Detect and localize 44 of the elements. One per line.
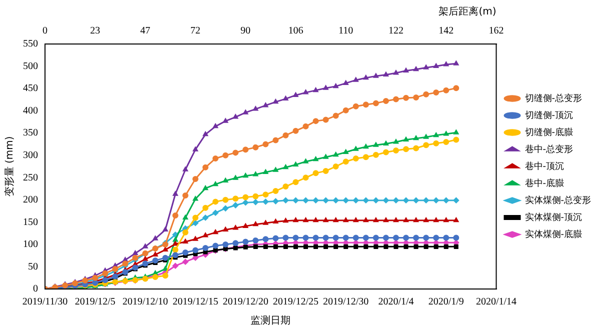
x2-tick-label: 142 [438, 26, 454, 37]
x2-tick-label: 23 [90, 26, 100, 37]
x2-axis-title: 架后距离(m) [438, 6, 496, 18]
y-tick-label: 50 [28, 261, 38, 272]
y-tick-label: 550 [23, 38, 38, 50]
legend-label: 实体煤侧-底臌 [524, 228, 582, 240]
legend-label: 巷中-底臌 [524, 178, 564, 189]
y-tick-label: 0 [33, 284, 38, 295]
y-tick-label: 350 [23, 128, 38, 139]
x-tick-label: 2020/1/14 [476, 296, 517, 308]
legend-label: 巷中-总变形 [524, 144, 573, 155]
y-tick-label: 300 [23, 150, 38, 161]
y-tick-label: 250 [23, 172, 38, 184]
x2-tick-label: 106 [288, 26, 304, 37]
legend-label: 切缝侧-总变形 [524, 92, 582, 104]
y-tick-label: 200 [23, 194, 38, 206]
x-tick-label: 2019/12/10 [122, 296, 168, 308]
x-tick-label: 2019/12/30 [323, 296, 369, 308]
y-tick-label: 400 [23, 105, 38, 116]
x-tick-label: 2019/12/5 [74, 296, 116, 308]
x2-tick-label: 47 [140, 26, 150, 37]
x-tick-label: 2020/1/9 [428, 296, 464, 308]
y-tick-label: 500 [23, 60, 38, 72]
x2-tick-label: 122 [388, 26, 404, 37]
x-tick-label: 2020/1/4 [378, 296, 414, 308]
y-tick-label: 150 [23, 216, 38, 228]
legend-label: 切缝侧-底臌 [524, 126, 573, 138]
y-tick-label: 100 [23, 239, 38, 250]
x-tick-label: 2019/12/25 [272, 296, 318, 308]
x2-tick-label: 72 [190, 26, 200, 37]
x-tick-label: 2019/11/30 [22, 296, 68, 308]
legend-label: 实体煤侧-总变形 [524, 194, 591, 206]
x-tick-label: 2019/12/15 [172, 296, 218, 308]
x2-tick-label: 110 [338, 26, 354, 37]
y-tick-label: 450 [23, 83, 38, 94]
x2-tick-label: 0 [42, 26, 48, 37]
x2-tick-label: 90 [240, 26, 251, 37]
x-tick-label: 2019/12/20 [222, 296, 268, 308]
legend-label: 切缝侧-顶沉 [524, 110, 573, 121]
x-axis-title: 监测日期 [250, 314, 291, 327]
legend-label: 实体煤侧-顶沉 [524, 212, 582, 223]
legend-label: 巷中-顶沉 [524, 160, 564, 172]
y-axis-title: 变形量 (mm) [4, 136, 16, 197]
x2-tick-label: 162 [488, 26, 504, 37]
